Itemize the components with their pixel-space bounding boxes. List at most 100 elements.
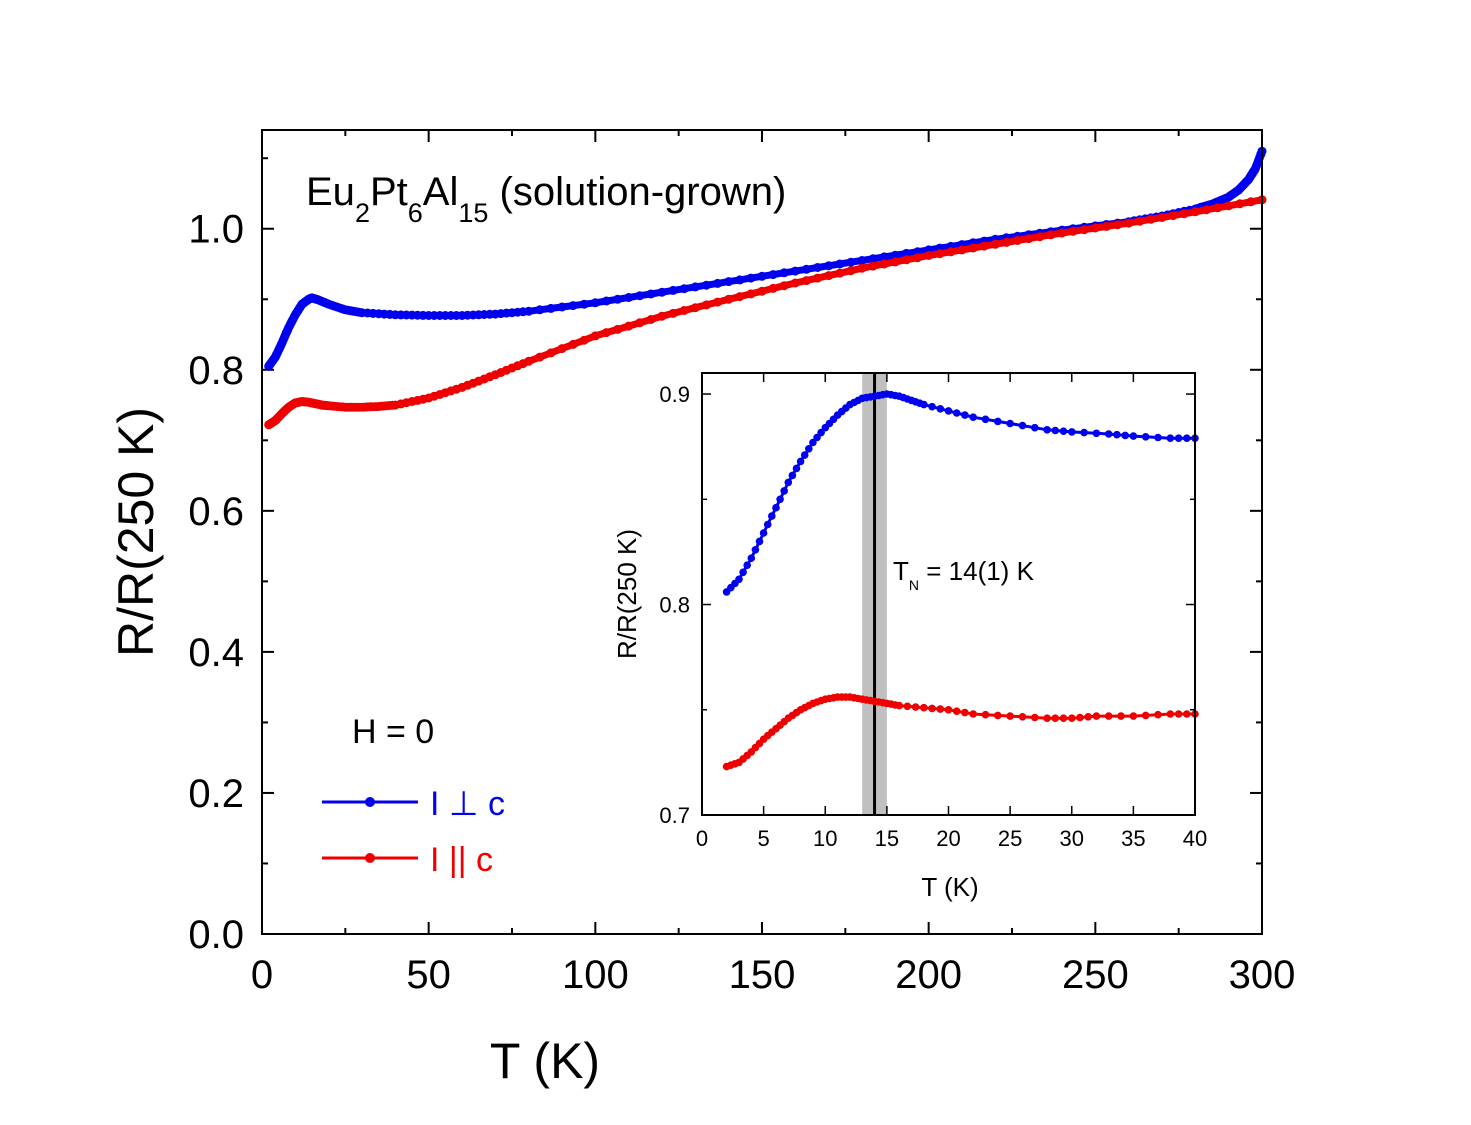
main-data-point-perp bbox=[668, 285, 678, 295]
main-data-point-par bbox=[1001, 237, 1011, 247]
main-data-point-perp bbox=[868, 254, 878, 264]
inset-data-point-perp bbox=[1121, 431, 1129, 440]
inset-data-point-perp bbox=[800, 451, 809, 459]
main-data-point-par bbox=[535, 352, 545, 362]
main-data-point-perp bbox=[724, 277, 734, 287]
main-data-point-par bbox=[1090, 223, 1100, 233]
inset-data-point-par bbox=[994, 711, 1002, 720]
main-plot-frame bbox=[261, 129, 1263, 935]
inset-data-point-par bbox=[1031, 713, 1039, 722]
inset-y-tick-label: 0.8 bbox=[659, 593, 690, 618]
main-data-point-par bbox=[1179, 209, 1189, 219]
main-data-point-perp bbox=[524, 306, 534, 316]
main-data-point-par bbox=[1101, 221, 1111, 231]
inset-data-point-perp bbox=[1174, 434, 1183, 443]
inset-series-group bbox=[722, 390, 1199, 771]
main-data-point-par bbox=[746, 289, 756, 299]
inset-data-point-par bbox=[928, 704, 936, 713]
main-data-point-perp bbox=[746, 273, 756, 283]
main-data-point-perp bbox=[790, 266, 800, 276]
title-sub-2: 2 bbox=[355, 198, 370, 228]
main-data-point-par bbox=[668, 308, 678, 318]
main-x-tick-label: 200 bbox=[895, 953, 962, 997]
inset-data-point-perp bbox=[928, 402, 936, 411]
legend-title: H = 0 bbox=[352, 713, 434, 751]
main-data-point-perp bbox=[901, 248, 911, 258]
main-data-point-perp bbox=[613, 294, 623, 304]
main-data-point-perp bbox=[701, 280, 711, 290]
main-data-point-par bbox=[1035, 232, 1045, 242]
inset-data-point-par bbox=[1154, 710, 1162, 719]
main-x-tick-label: 100 bbox=[562, 953, 629, 997]
inset-x-tick-label: 5 bbox=[758, 826, 770, 851]
inset-data-point-perp bbox=[1031, 423, 1039, 432]
inset-data-point-par bbox=[1006, 712, 1014, 720]
main-x-tick-label: 250 bbox=[1062, 953, 1129, 997]
inset-data-point-perp bbox=[784, 478, 793, 487]
inset-data-point-perp bbox=[1183, 434, 1191, 443]
inset-data-point-perp bbox=[1059, 427, 1068, 436]
main-data-point-par bbox=[724, 294, 734, 304]
inset-data-point-perp bbox=[751, 546, 760, 554]
main-y-tick-label: 0.6 bbox=[188, 490, 244, 534]
inset-data-point-perp bbox=[969, 413, 977, 422]
inset-data-point-par bbox=[1043, 714, 1051, 722]
inset-data-point-par bbox=[961, 708, 969, 717]
main-data-point-par bbox=[1113, 220, 1123, 230]
main-y-tick-label: 0.4 bbox=[188, 631, 244, 675]
inset-data-point-par bbox=[1018, 713, 1027, 721]
inset-data-point-par bbox=[1059, 714, 1068, 722]
inset-data-point-par bbox=[1084, 713, 1092, 721]
inset-data-point-perp bbox=[1043, 426, 1051, 434]
main-y-tick-label: 0.0 bbox=[188, 913, 244, 957]
inset-x-tick-label: 0 bbox=[696, 826, 708, 851]
inset-data-point-perp bbox=[1166, 434, 1175, 443]
main-data-point-par bbox=[1157, 213, 1167, 222]
main-data-point-perp bbox=[546, 303, 556, 313]
main-data-point-par bbox=[779, 281, 789, 291]
inset-data-point-perp bbox=[1006, 419, 1014, 428]
main-data-point-par bbox=[590, 331, 600, 341]
inset-data-point-par bbox=[911, 703, 920, 711]
inset-background bbox=[702, 373, 1195, 815]
main-data-point-par bbox=[857, 263, 867, 273]
inset-data-point-perp bbox=[792, 464, 801, 473]
main-data-point-par bbox=[990, 239, 1000, 249]
main-data-point-par bbox=[957, 245, 967, 255]
main-data-point-par bbox=[1146, 214, 1156, 224]
inset-data-point-par bbox=[936, 705, 945, 713]
inset-y-tick-label: 0.9 bbox=[659, 382, 690, 407]
inset-data-point-perp bbox=[1129, 432, 1138, 440]
title-element-pt: Pt bbox=[370, 170, 408, 214]
inset-data-point-perp bbox=[780, 487, 788, 495]
inset-y-tick-label: 0.7 bbox=[659, 803, 690, 828]
main-data-point-par bbox=[635, 318, 645, 328]
main-data-point-perp bbox=[646, 289, 656, 299]
inset-data-point-perp bbox=[1141, 433, 1150, 441]
main-data-point-par bbox=[757, 286, 767, 296]
inset-data-point-perp bbox=[763, 520, 772, 529]
main-data-point-par bbox=[768, 283, 778, 293]
inset-data-point-perp bbox=[788, 471, 797, 480]
main-y-axis-label: R/R(250 K) bbox=[108, 407, 164, 657]
main-data-point-par bbox=[868, 261, 878, 271]
inset-data-point-perp bbox=[952, 409, 961, 417]
inset-data-point-perp bbox=[809, 438, 817, 447]
main-data-point-perp bbox=[857, 256, 867, 265]
main-data-point-perp bbox=[890, 250, 900, 260]
legend-marker-par bbox=[365, 853, 375, 863]
inset-data-point-par bbox=[1117, 712, 1125, 720]
inset-data-point-perp bbox=[805, 445, 813, 453]
main-data-point-par bbox=[579, 335, 589, 345]
chart-title: Eu2Pt6Al15 (solution-grown) bbox=[306, 170, 786, 228]
inset-data-point-perp bbox=[743, 561, 751, 569]
inset-data-point-perp bbox=[961, 411, 969, 419]
inset-data-point-perp bbox=[994, 417, 1002, 426]
main-y-tick-label: 1.0 bbox=[188, 208, 244, 252]
main-data-point-perp bbox=[713, 278, 723, 288]
inset-data-point-par bbox=[1076, 713, 1084, 722]
main-data-point-par bbox=[1124, 218, 1134, 228]
inset-data-point-perp bbox=[981, 415, 990, 424]
